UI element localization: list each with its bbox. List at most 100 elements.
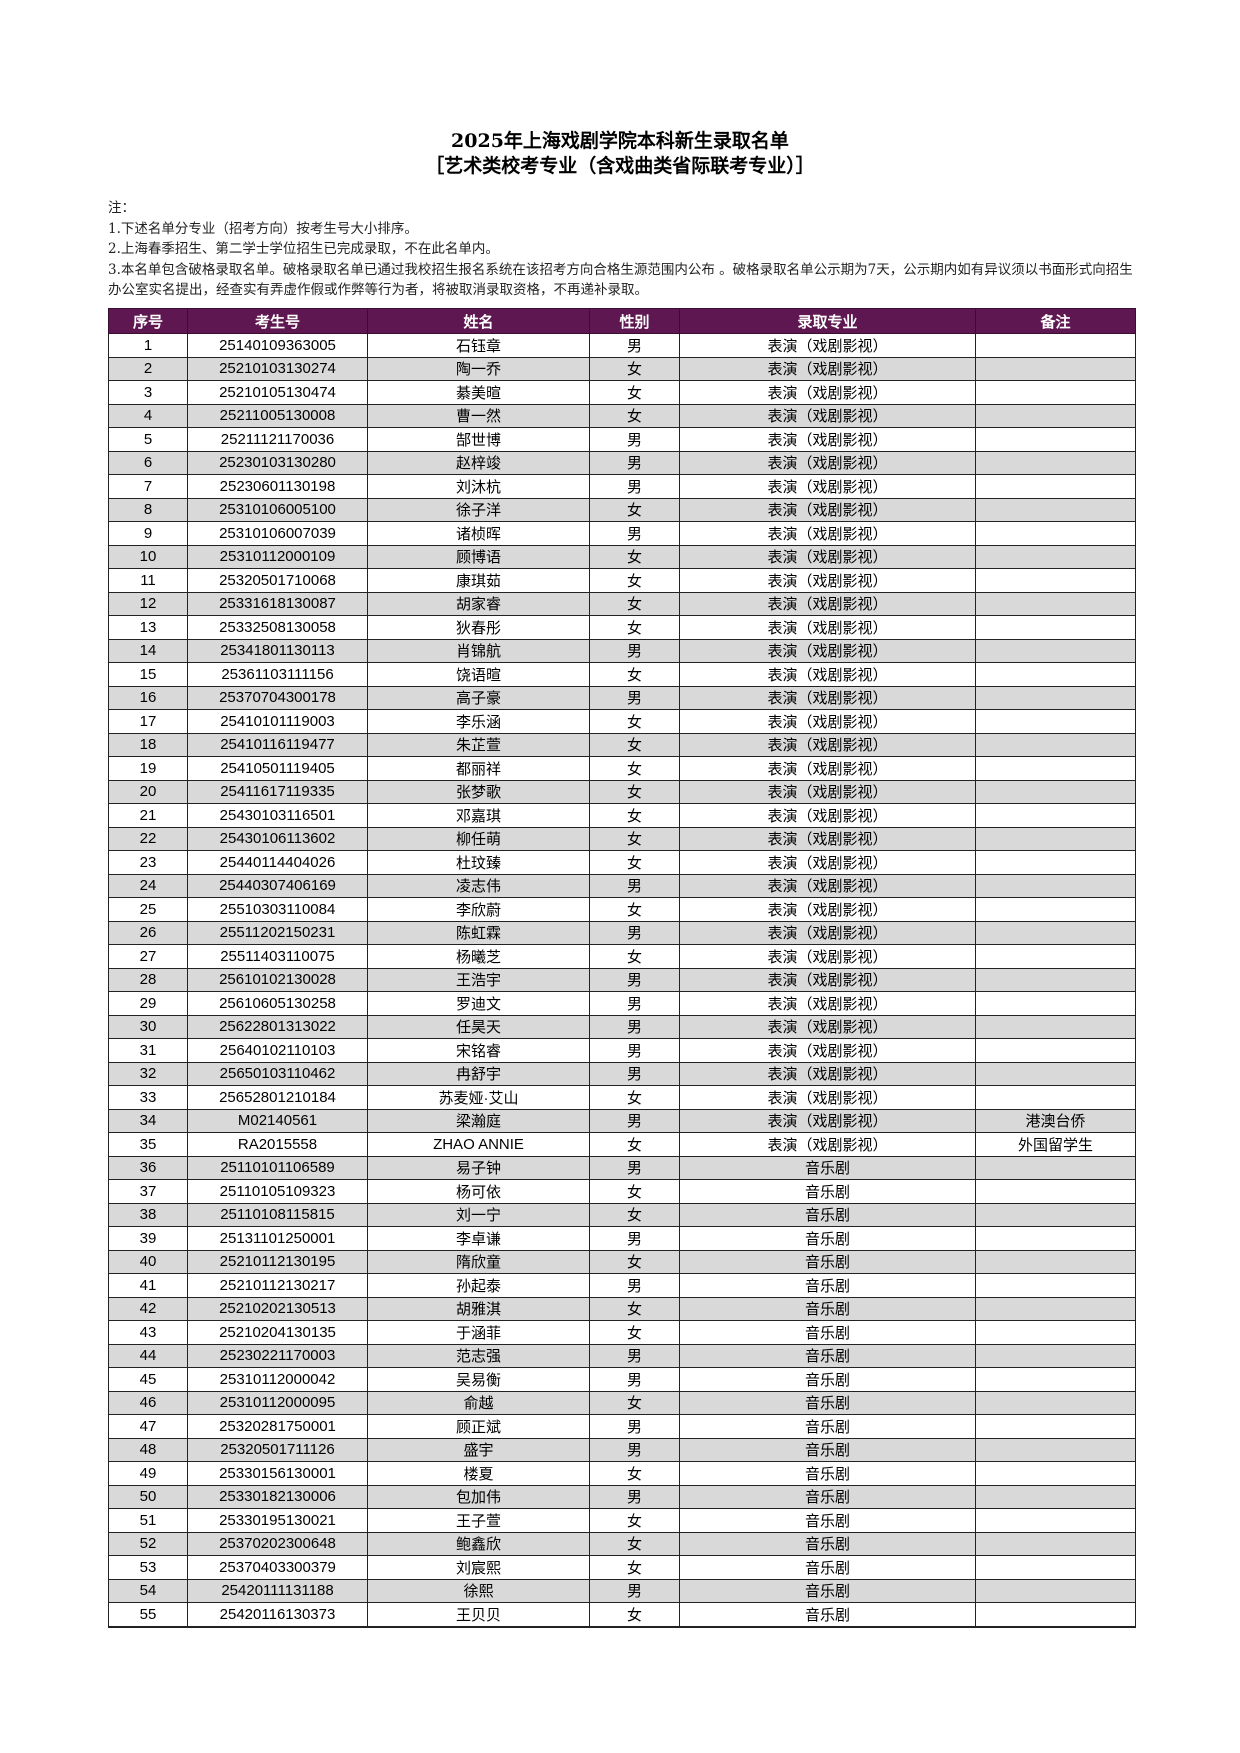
cell-major: 表演（戏剧影视） — [679, 873, 976, 898]
cell-index: 39 — [108, 1226, 188, 1251]
cell-remarks — [975, 826, 1136, 851]
cell-gender: 男 — [589, 638, 680, 663]
cell-name: 隋欣童 — [367, 1249, 590, 1274]
cell-major: 音乐剧 — [679, 1155, 976, 1180]
table-body: 1 25140109363005 石钰章男表演（戏剧影视） 2 252101031302… — [108, 333, 1136, 1628]
cell-index: 2 — [108, 356, 188, 381]
cell-exam-id: 25210204130135 — [187, 1320, 368, 1345]
cell-index: 28 — [108, 967, 188, 992]
cell-exam-id: 25430106113602 — [187, 826, 368, 851]
cell-name: 易子钟 — [367, 1155, 590, 1180]
cell-remarks — [975, 967, 1136, 992]
cell-index: 21 — [108, 803, 188, 828]
cell-gender: 男 — [589, 1226, 680, 1251]
cell-name: 罗迪文 — [367, 991, 590, 1016]
document-subtitle: ［艺术类校考专业（含戏曲类省际联考专业）］ — [425, 155, 815, 177]
table-row: 8 25310106005100 徐子洋女表演（戏剧影视） — [108, 497, 1136, 522]
cell-name: 盛宇 — [367, 1437, 590, 1462]
cell-gender: 女 — [589, 544, 680, 569]
cell-major: 表演（戏剧影视） — [679, 732, 976, 757]
cell-name: 宋铭睿 — [367, 1038, 590, 1063]
cell-major: 表演（戏剧影视） — [679, 544, 976, 569]
cell-index: 45 — [108, 1367, 188, 1392]
cell-remarks — [975, 803, 1136, 828]
cell-major: 音乐剧 — [679, 1390, 976, 1415]
cell-gender: 女 — [589, 897, 680, 922]
cell-gender: 男 — [589, 1437, 680, 1462]
cell-remarks — [975, 1390, 1136, 1415]
table-row: 35 RA2015558 ZHAO ANNIE 女表演（戏剧影视） 外国留学生 — [108, 1132, 1136, 1157]
cell-remarks — [975, 1414, 1136, 1439]
cell-exam-id: 25230601130198 — [187, 474, 368, 499]
cell-gender: 男 — [589, 873, 680, 898]
note-item: 3.本名单包含破格录取名单。破格录取名单已通过我校招生报名系统在该招考方向合格生… — [108, 261, 1133, 299]
cell-remarks — [975, 1038, 1136, 1063]
header-name: 姓名 — [367, 308, 590, 334]
cell-remarks — [975, 897, 1136, 922]
cell-remarks — [975, 1202, 1136, 1227]
table-row: 24 25440307406169 凌志伟男表演（戏剧影视） — [108, 873, 1136, 898]
table-row: 20 25411617119335 张梦歌女表演（戏剧影视） — [108, 779, 1136, 804]
cell-name: 李欣蔚 — [367, 897, 590, 922]
cell-exam-id: 25361103111156 — [187, 662, 368, 687]
table-row: 10 25310112000109 顾博语女表演（戏剧影视） — [108, 544, 1136, 569]
cell-name: 梁瀚庭 — [367, 1108, 590, 1133]
table-row: 14 25341801130113 肖锦航男表演（戏剧影视） — [108, 638, 1136, 663]
cell-name: 王浩宇 — [367, 967, 590, 992]
cell-name: 徐熙 — [367, 1578, 590, 1603]
cell-exam-id: 25330182130006 — [187, 1484, 368, 1509]
cell-exam-id: 25330156130001 — [187, 1461, 368, 1486]
cell-remarks — [975, 1085, 1136, 1110]
cell-exam-id: 25370403300379 — [187, 1555, 368, 1580]
cell-gender: 男 — [589, 1108, 680, 1133]
table-row: 53 25370403300379 刘宸熙女音乐剧 — [108, 1555, 1136, 1580]
table-row: 23 25440114404026 杜玟臻女表演（戏剧影视） — [108, 850, 1136, 875]
note-item: 2.上海春季招生、第二学士学位招生已完成录取，不在此名单内。 — [108, 241, 499, 257]
cell-index: 17 — [108, 709, 188, 734]
cell-exam-id: 25411617119335 — [187, 779, 368, 804]
cell-gender: 男 — [589, 521, 680, 546]
cell-exam-id: 25210105130474 — [187, 380, 368, 405]
cell-major: 音乐剧 — [679, 1296, 976, 1321]
cell-major: 表演（戏剧影视） — [679, 826, 976, 851]
cell-major: 表演（戏剧影视） — [679, 1132, 976, 1157]
cell-index: 42 — [108, 1296, 188, 1321]
cell-gender: 女 — [589, 497, 680, 522]
cell-gender: 男 — [589, 450, 680, 475]
table-row: 52 25370202300648 鲍鑫欣女音乐剧 — [108, 1531, 1136, 1556]
cell-major: 表演（戏剧影视） — [679, 685, 976, 710]
cell-remarks — [975, 1437, 1136, 1462]
cell-remarks: 港澳台侨 — [975, 1108, 1136, 1133]
table-row: 13 25332508130058 狄春彤女表演（戏剧影视） — [108, 615, 1136, 640]
cell-index: 49 — [108, 1461, 188, 1486]
cell-major: 音乐剧 — [679, 1531, 976, 1556]
cell-index: 7 — [108, 474, 188, 499]
cell-index: 27 — [108, 944, 188, 969]
table-row: 37 25110105109323 杨可依女音乐剧 — [108, 1179, 1136, 1204]
cell-exam-id: RA2015558 — [187, 1132, 368, 1157]
cell-remarks — [975, 1367, 1136, 1392]
cell-name: 楼夏 — [367, 1461, 590, 1486]
cell-remarks — [975, 638, 1136, 663]
cell-gender: 女 — [589, 779, 680, 804]
table-row: 15 25361103111156 饶语暄女表演（戏剧影视） — [108, 662, 1136, 687]
cell-exam-id: 25331618130087 — [187, 591, 368, 616]
cell-remarks — [975, 1461, 1136, 1486]
cell-remarks — [975, 544, 1136, 569]
cell-major: 音乐剧 — [679, 1461, 976, 1486]
cell-remarks — [975, 850, 1136, 875]
cell-index: 26 — [108, 920, 188, 945]
table-row: 34 M02140561 梁瀚庭男表演（戏剧影视） 港澳台侨 — [108, 1108, 1136, 1133]
header-major: 录取专业 — [679, 308, 976, 334]
table-row: 54 25420111131188 徐熙男音乐剧 — [108, 1578, 1136, 1603]
cell-major: 音乐剧 — [679, 1602, 976, 1628]
cell-major: 表演（戏剧影视） — [679, 638, 976, 663]
cell-index: 34 — [108, 1108, 188, 1133]
cell-remarks — [975, 1226, 1136, 1251]
cell-major: 表演（戏剧影视） — [679, 662, 976, 687]
cell-exam-id: 25310106007039 — [187, 521, 368, 546]
cell-index: 35 — [108, 1132, 188, 1157]
cell-name: 顾正斌 — [367, 1414, 590, 1439]
cell-major: 表演（戏剧影视） — [679, 944, 976, 969]
header-index: 序号 — [108, 308, 188, 334]
